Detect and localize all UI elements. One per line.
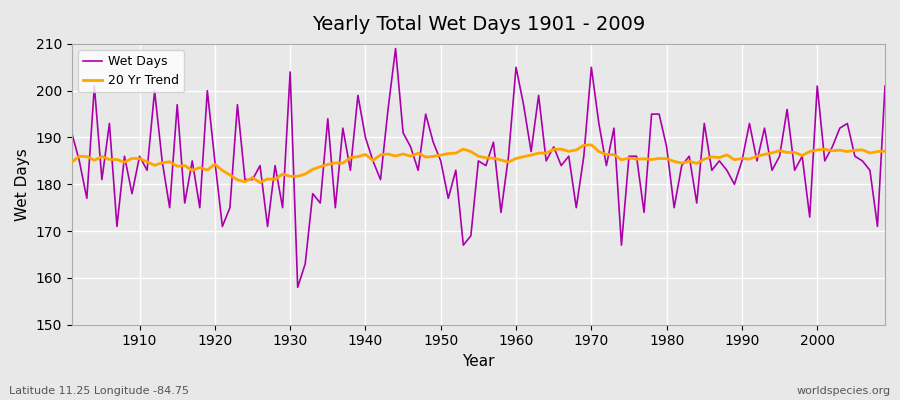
20 Yr Trend <box>127 156 138 161</box>
Wet Days <box>127 191 138 196</box>
Legend: Wet Days, 20 Yr Trend: Wet Days, 20 Yr Trend <box>78 50 184 92</box>
Wet Days <box>345 168 356 173</box>
20 Yr Trend <box>518 154 529 159</box>
Wet Days <box>391 46 401 51</box>
20 Yr Trend <box>510 156 521 161</box>
Text: Latitude 11.25 Longitude -84.75: Latitude 11.25 Longitude -84.75 <box>9 386 189 396</box>
20 Yr Trend <box>255 180 266 185</box>
20 Yr Trend <box>586 142 597 147</box>
20 Yr Trend <box>616 157 627 162</box>
Wet Days <box>67 130 77 135</box>
Title: Yearly Total Wet Days 1901 - 2009: Yearly Total Wet Days 1901 - 2009 <box>311 15 645 34</box>
Wet Days <box>292 285 303 290</box>
Text: worldspecies.org: worldspecies.org <box>796 386 891 396</box>
20 Yr Trend <box>300 172 310 176</box>
Wet Days <box>300 262 310 266</box>
20 Yr Trend <box>67 160 77 164</box>
X-axis label: Year: Year <box>462 354 495 369</box>
Wet Days <box>518 102 529 107</box>
20 Yr Trend <box>879 149 890 154</box>
Wet Days <box>526 149 536 154</box>
20 Yr Trend <box>345 155 356 160</box>
Y-axis label: Wet Days: Wet Days <box>15 148 30 221</box>
Wet Days <box>879 84 890 88</box>
Wet Days <box>616 243 627 248</box>
Line: Wet Days: Wet Days <box>72 48 885 287</box>
Line: 20 Yr Trend: 20 Yr Trend <box>72 145 885 182</box>
